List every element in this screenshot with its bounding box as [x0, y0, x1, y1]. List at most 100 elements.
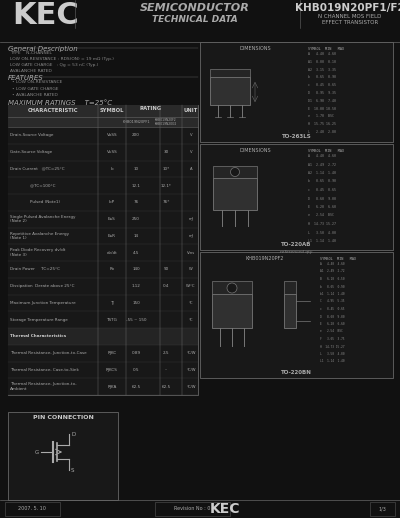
Text: Repetitive Avalanche Energy
(Note 1): Repetitive Avalanche Energy (Note 1) [10, 232, 69, 240]
Text: L   2.40  2.80: L 2.40 2.80 [308, 130, 336, 134]
Text: RATING: RATING [140, 107, 162, 111]
Bar [8, 211, 198, 227]
Text: A2  1.14  1.40: A2 1.14 1.40 [308, 171, 336, 175]
Text: G: G [35, 450, 39, 454]
Text: TO-220AB: TO-220AB [281, 242, 312, 247]
Text: Thermal Characteristics: Thermal Characteristics [10, 335, 66, 338]
Text: TYPE    N-CHANNEL: TYPE N-CHANNEL [10, 51, 52, 55]
Text: mJ: mJ [189, 217, 193, 221]
Text: EᴀR: EᴀR [108, 234, 116, 238]
Text: Single Pulsed Avalanche Energy
(Note 2): Single Pulsed Avalanche Energy (Note 2) [10, 215, 76, 223]
Bar [213, 178, 257, 210]
Bar [370, 502, 395, 516]
Text: 62.5: 62.5 [162, 385, 170, 388]
Bar [8, 412, 118, 500]
Text: TSTG: TSTG [106, 318, 118, 322]
Bar [8, 311, 198, 328]
Text: Peak Diode Recovery dv/dt
(Note 3): Peak Diode Recovery dv/dt (Note 3) [10, 248, 65, 257]
Bar [8, 105, 198, 117]
Text: 140: 140 [132, 267, 140, 271]
Text: 12.1: 12.1 [132, 183, 140, 188]
Text: Drain-Source Voltage: Drain-Source Voltage [10, 133, 53, 137]
Text: AVALANCHE RATED: AVALANCHE RATED [10, 69, 52, 73]
Text: General Description: General Description [8, 46, 78, 52]
Text: D   8.60  9.00: D 8.60 9.00 [308, 196, 336, 200]
Bar [284, 294, 296, 328]
Text: EᴀS: EᴀS [108, 217, 116, 221]
Text: 10*: 10* [162, 167, 170, 171]
Text: 150: 150 [132, 301, 140, 305]
Text: H  14.73 15.27: H 14.73 15.27 [320, 344, 344, 349]
Bar [200, 252, 393, 378]
Text: D   8.60  9.00: D 8.60 9.00 [320, 314, 344, 319]
Bar [210, 77, 250, 105]
Text: Pᴅ: Pᴅ [110, 267, 114, 271]
Text: C   4.95  5.35: C 4.95 5.35 [320, 299, 344, 304]
Text: B   6.10  6.50: B 6.10 6.50 [320, 277, 344, 281]
Text: °C: °C [189, 318, 193, 322]
Text: 1/3: 1/3 [378, 507, 386, 511]
Text: Gate-Source Voltage: Gate-Source Voltage [10, 150, 52, 154]
Text: KEC: KEC [210, 502, 240, 516]
Text: TO-263LS: TO-263LS [282, 134, 311, 139]
Text: RJKA: RJKA [107, 385, 117, 388]
Text: °C/W: °C/W [186, 351, 196, 355]
Text: dv/dt: dv/dt [107, 251, 117, 255]
Text: E   6.20  6.60: E 6.20 6.60 [320, 322, 344, 326]
Text: 30: 30 [163, 150, 169, 154]
Text: TJ: TJ [110, 301, 114, 305]
Text: D1  6.90  7.40: D1 6.90 7.40 [308, 99, 336, 103]
Text: Maximum Junction Temperature: Maximum Junction Temperature [10, 301, 76, 305]
Text: VɢSS: VɢSS [107, 150, 117, 154]
Bar [8, 378, 198, 395]
Bar [212, 294, 252, 328]
Text: TECHNICAL DATA: TECHNICAL DATA [152, 16, 238, 24]
Bar [212, 281, 252, 294]
Bar [8, 278, 198, 295]
Text: S: S [71, 468, 74, 472]
Text: 62.5: 62.5 [132, 385, 140, 388]
Text: FEATURES: FEATURES [8, 75, 44, 81]
Text: Thermal Resistance, Case-to-Sink: Thermal Resistance, Case-to-Sink [10, 368, 79, 372]
Text: V: V [190, 150, 192, 154]
Text: 12.1*: 12.1* [160, 183, 172, 188]
Text: 0.5: 0.5 [133, 368, 139, 372]
Text: 76: 76 [133, 200, 139, 205]
Text: 10: 10 [134, 167, 138, 171]
Text: L1  1.14  1.40: L1 1.14 1.40 [308, 239, 336, 243]
Text: mJ: mJ [189, 234, 193, 238]
Text: A1  2.49  2.72: A1 2.49 2.72 [308, 163, 336, 166]
Bar [8, 345, 198, 362]
Bar [8, 328, 198, 345]
Text: L   3.50  4.00: L 3.50 4.00 [320, 352, 344, 356]
Text: LOW ON-RESISTANCE : RDS(ON) = 19 mΩ (Typ.): LOW ON-RESISTANCE : RDS(ON) = 19 mΩ (Typ… [10, 57, 114, 61]
Text: e   2.54  BSC: e 2.54 BSC [308, 213, 334, 218]
Text: LOW GATE CHARGE   : Qg = 53 nC (Typ.): LOW GATE CHARGE : Qg = 53 nC (Typ.) [10, 63, 98, 67]
Text: c   0.45  0.65: c 0.45 0.65 [308, 188, 336, 192]
Text: W/°C: W/°C [186, 284, 196, 288]
Bar [8, 244, 198, 261]
Text: KEC: KEC [12, 2, 79, 31]
Circle shape [230, 167, 240, 177]
Text: 200: 200 [132, 133, 140, 137]
Text: IᴅP: IᴅP [109, 200, 115, 205]
Text: 0.89: 0.89 [132, 351, 140, 355]
Bar [8, 177, 198, 194]
Text: V: V [190, 133, 192, 137]
Text: DIMENSIONS: DIMENSIONS [239, 148, 271, 153]
Text: e   1.70  BSC: e 1.70 BSC [308, 114, 334, 119]
Text: A2  3.15  3.35: A2 3.15 3.35 [308, 68, 336, 71]
Bar [200, 144, 393, 250]
Text: A   4.40  4.60: A 4.40 4.60 [320, 262, 344, 266]
Text: Storage Temperature Range: Storage Temperature Range [10, 318, 68, 322]
Bar [210, 69, 250, 77]
Text: b   0.65  0.90: b 0.65 0.90 [308, 180, 336, 183]
Bar [8, 362, 198, 378]
Circle shape [227, 283, 237, 293]
Text: H  15.75 16.25: H 15.75 16.25 [308, 122, 336, 126]
Text: b   0.65  0.90: b 0.65 0.90 [308, 76, 336, 79]
Text: Iᴅ: Iᴅ [110, 167, 114, 171]
Text: • LOW ON-RESISTANCE: • LOW ON-RESISTANCE [12, 80, 62, 84]
Text: 76*: 76* [162, 200, 170, 205]
Text: @TC=100°C: @TC=100°C [10, 183, 56, 188]
